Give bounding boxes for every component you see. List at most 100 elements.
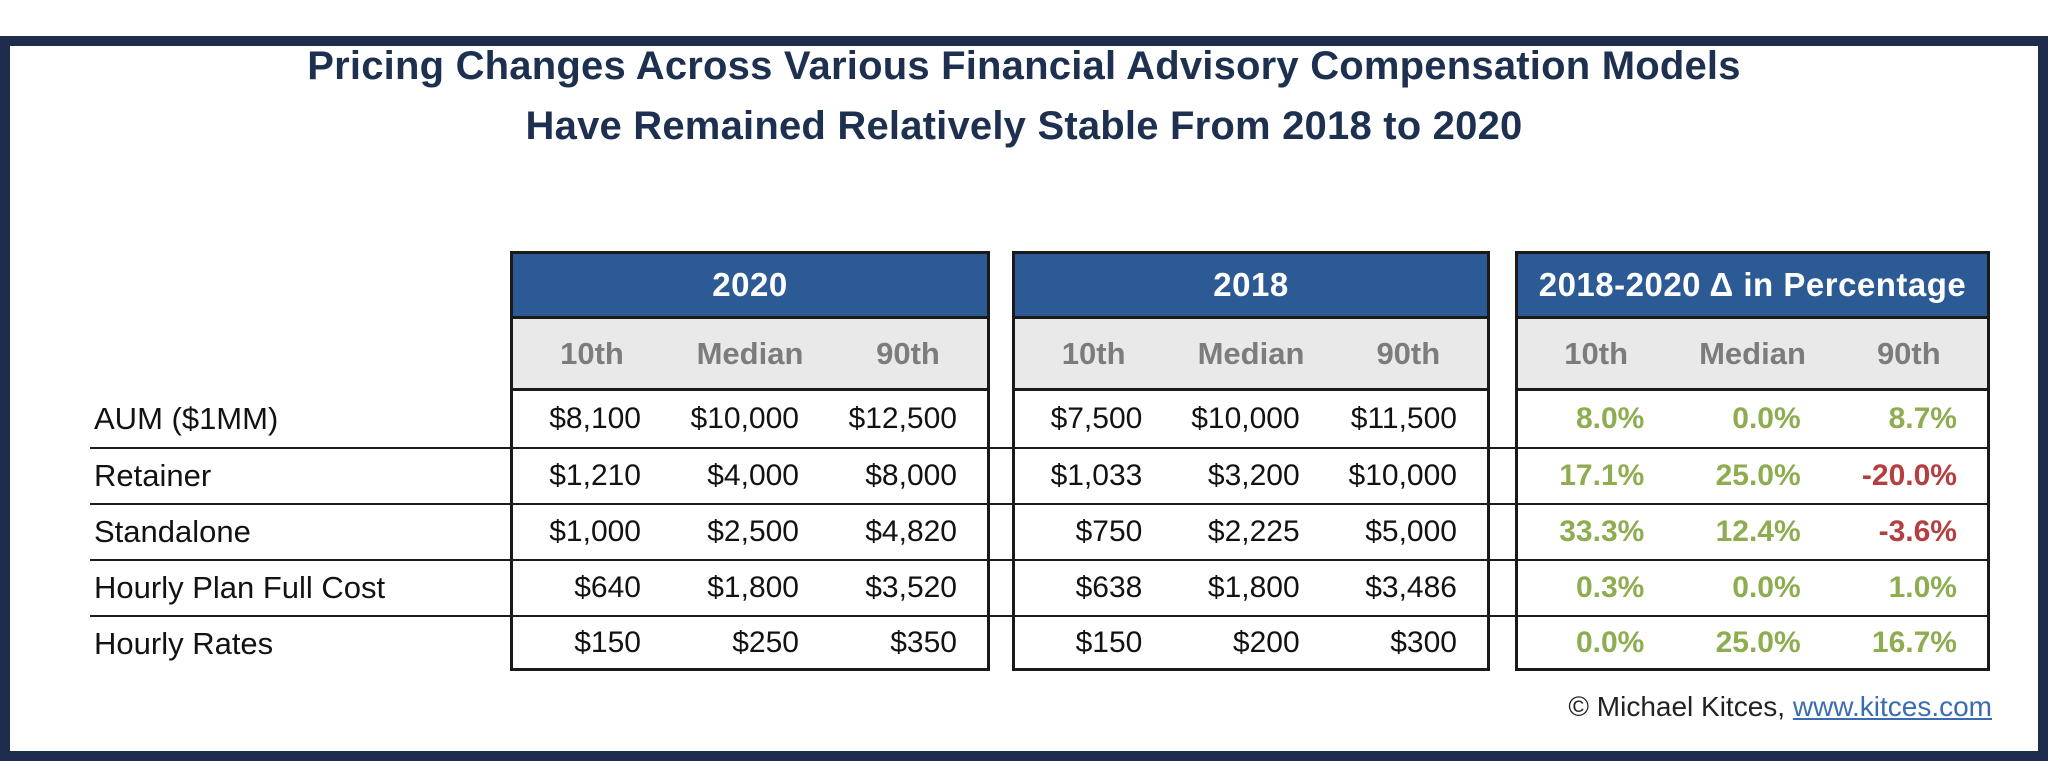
cells-2018: $1,033 $3,200 $10,000: [1012, 449, 1490, 503]
table-cell: $3,486: [1365, 571, 1457, 604]
table-cell: $1,800: [1207, 571, 1300, 604]
comparison-table: 2020 2018 2018-2020 Δ in Percentage 10th…: [90, 251, 1990, 671]
gap: [990, 617, 1012, 671]
delta-cell: 33.3%: [1559, 515, 1645, 548]
cells-delta: 33.3% 12.4% -3.6%: [1515, 505, 1990, 559]
table-cell: $638: [1075, 571, 1143, 604]
column-header: 90th: [1376, 335, 1441, 371]
cells-2018: $7,500 $10,000 $11,500: [1012, 391, 1490, 447]
delta-cell: -3.6%: [1878, 515, 1957, 548]
row-label: Hourly Rates: [94, 626, 274, 661]
delta-cell: 8.0%: [1575, 402, 1645, 435]
header-spacer: [90, 251, 510, 319]
table-cell: $350: [890, 625, 957, 659]
column-header: Median: [1699, 335, 1806, 371]
cells-2020: $1,210 $4,000 $8,000: [510, 449, 990, 503]
table-cell: $200: [1232, 625, 1300, 659]
table-row-aum: AUM ($1MM) $8,100 $10,000 $12,500 $7,500…: [90, 391, 1990, 447]
table-cell: $10,000: [690, 402, 799, 435]
table-cell: $1,800: [707, 571, 799, 604]
cells-2018: $750 $2,225 $5,000: [1012, 505, 1490, 559]
table-cell: $1,033: [1050, 459, 1143, 492]
table-cell: $2,500: [707, 515, 799, 548]
gap: [1490, 617, 1515, 671]
gap: [990, 319, 1012, 391]
table-cell: $250: [732, 625, 799, 659]
table-cell: $10,000: [1348, 459, 1457, 492]
cells-2018: $638 $1,800 $3,486: [1012, 561, 1490, 615]
cells-2020: $1,000 $2,500 $4,820: [510, 505, 990, 559]
table-cell: $8,000: [865, 459, 957, 492]
table-cell: $11,500: [1350, 402, 1457, 435]
table-row-hourly-plan: Hourly Plan Full Cost $640 $1,800 $3,520…: [90, 559, 1990, 615]
delta-cell: -20.0%: [1861, 459, 1957, 492]
table-cell: $1,000: [549, 515, 641, 548]
table-row-hourly-rates: Hourly Rates $150 $250 $350 $150 $200 $3…: [90, 615, 1990, 671]
page-title-line-1: Pricing Changes Across Various Financial…: [307, 44, 1741, 88]
group-header-2018: 2018: [1012, 251, 1490, 319]
subheader-2018: 10th Median 90th: [1012, 319, 1490, 391]
table-row-standalone: Standalone $1,000 $2,500 $4,820 $750 $2,…: [90, 503, 1990, 559]
cells-2020: $150 $250 $350: [510, 617, 990, 671]
table-cell: $150: [1075, 625, 1143, 659]
column-header: 10th: [560, 335, 624, 371]
cells-delta: 8.0% 0.0% 8.7%: [1515, 391, 1990, 447]
table-cell: $7,500: [1050, 402, 1143, 435]
column-header: 90th: [876, 335, 940, 371]
row-label: Hourly Plan Full Cost: [94, 570, 386, 605]
delta-cell: 8.7%: [1888, 402, 1957, 435]
row-label: AUM ($1MM): [94, 401, 279, 436]
table-cell: $300: [1390, 625, 1457, 659]
delta-cell: 12.4%: [1715, 515, 1801, 548]
gap: [990, 561, 1012, 615]
cells-2018: $150 $200 $300: [1012, 617, 1490, 671]
delta-cell: 25.0%: [1715, 459, 1801, 492]
cells-2020: $8,100 $10,000 $12,500: [510, 391, 990, 447]
gap: [1490, 391, 1515, 447]
table-cell: $4,000: [707, 459, 799, 492]
table-cell: $1,210: [549, 459, 641, 492]
column-header: Median: [1197, 335, 1305, 371]
table-cell: $2,225: [1207, 515, 1300, 548]
gap: [1490, 449, 1515, 503]
table-cell: $3,200: [1207, 459, 1300, 492]
page-title: Pricing Changes Across Various Financial…: [0, 36, 2048, 156]
cells-delta: 0.3% 0.0% 1.0%: [1515, 561, 1990, 615]
delta-cell: 17.1%: [1559, 459, 1645, 492]
delta-cell: 16.7%: [1871, 625, 1957, 659]
table-cell: $640: [574, 571, 641, 604]
group-header-delta: 2018-2020 Δ in Percentage: [1515, 251, 1990, 319]
delta-cell: 25.0%: [1715, 625, 1801, 659]
table-cell: $3,520: [865, 571, 957, 604]
gap: [1490, 319, 1515, 391]
table-cell: $12,500: [848, 402, 957, 435]
table-cell: $150: [574, 625, 641, 659]
copyright-text: © Michael Kitces,: [1568, 691, 1793, 722]
gap: [1490, 251, 1515, 319]
row-label: Retainer: [94, 458, 212, 493]
cells-delta: 17.1% 25.0% -20.0%: [1515, 449, 1990, 503]
attribution: © Michael Kitces, www.kitces.com: [1568, 691, 1992, 723]
row-label: Standalone: [94, 514, 251, 549]
table-subheader-row: 10th Median 90th 10th Median 90th 10th M…: [90, 319, 1990, 391]
subheader-2020: 10th Median 90th: [510, 319, 990, 391]
delta-cell: 0.0%: [1732, 402, 1801, 435]
table-cell: $8,100: [549, 402, 641, 435]
gap: [1490, 505, 1515, 559]
delta-cell: 1.0%: [1888, 571, 1957, 604]
gap: [990, 251, 1012, 319]
table-header-row: 2020 2018 2018-2020 Δ in Percentage: [90, 251, 1990, 319]
gap: [990, 505, 1012, 559]
group-header-2020: 2020: [510, 251, 990, 319]
column-header: 10th: [1564, 335, 1629, 371]
subheader-delta: 10th Median 90th: [1515, 319, 1990, 391]
table-row-retainer: Retainer $1,210 $4,000 $8,000 $1,033 $3,…: [90, 447, 1990, 503]
delta-cell: 0.0%: [1732, 571, 1801, 604]
table-cell: $5,000: [1365, 515, 1457, 548]
cells-delta: 0.0% 25.0% 16.7%: [1515, 617, 1990, 671]
subheader-spacer: [90, 319, 510, 391]
kitces-link[interactable]: www.kitces.com: [1792, 691, 1992, 722]
table-cell: $10,000: [1191, 402, 1300, 435]
cells-2020: $640 $1,800 $3,520: [510, 561, 990, 615]
table-cell: $4,820: [865, 515, 957, 548]
